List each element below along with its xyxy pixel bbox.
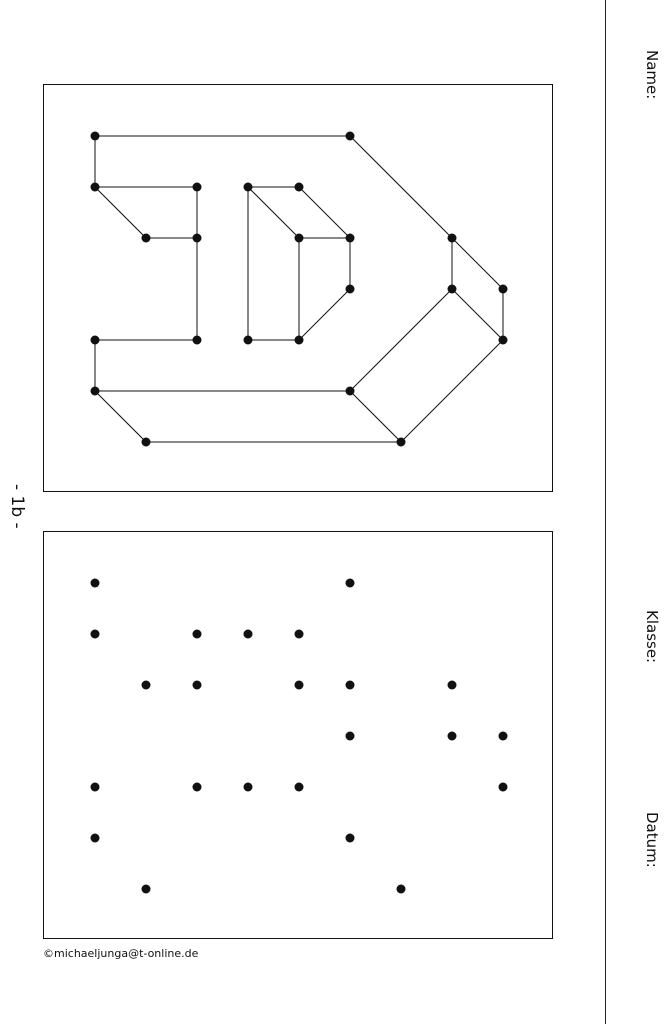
grid-dot xyxy=(90,335,100,345)
grid-dot xyxy=(345,131,355,141)
figure-line xyxy=(94,390,147,443)
grid-dot xyxy=(345,386,355,396)
figure-line xyxy=(400,339,504,443)
figure-line xyxy=(94,186,147,239)
grid-dot xyxy=(243,335,253,345)
class-label: Klasse: xyxy=(643,610,661,664)
grid-dot[interactable] xyxy=(141,680,151,690)
grid-dot xyxy=(192,182,202,192)
grid-dot[interactable] xyxy=(447,680,457,690)
date-label: Datum: xyxy=(643,812,661,868)
grid-dot xyxy=(90,386,100,396)
grid-dot xyxy=(396,437,406,447)
figure-line xyxy=(349,135,453,239)
grid-dot[interactable] xyxy=(243,782,253,792)
grid-dot xyxy=(345,284,355,294)
grid-dot xyxy=(294,182,304,192)
grid-dot[interactable] xyxy=(294,629,304,639)
grid-dot[interactable] xyxy=(345,833,355,843)
grid-dot xyxy=(294,233,304,243)
grid-dot[interactable] xyxy=(294,680,304,690)
grid-dot[interactable] xyxy=(345,578,355,588)
copyright: ©michaeljunga@t-online.de xyxy=(43,947,199,960)
example-figure xyxy=(90,131,508,447)
grid-dot xyxy=(498,335,508,345)
grid-dot xyxy=(192,335,202,345)
figure-line xyxy=(349,390,402,443)
grid-dot xyxy=(192,233,202,243)
grid-dot[interactable] xyxy=(141,884,151,894)
grid-dot[interactable] xyxy=(90,578,100,588)
grid-dot xyxy=(294,335,304,345)
grid-dot xyxy=(90,182,100,192)
header-divider xyxy=(605,0,607,1024)
grid-dot xyxy=(141,437,151,447)
figure-line xyxy=(349,288,453,392)
drawing-frame xyxy=(43,531,553,939)
grid-dot xyxy=(90,131,100,141)
grid-dot xyxy=(498,284,508,294)
example-figure-frame xyxy=(43,84,553,492)
grid-dot xyxy=(447,284,457,294)
grid-dot xyxy=(141,233,151,243)
grid-dot[interactable] xyxy=(90,629,100,639)
grid-dot[interactable] xyxy=(192,629,202,639)
figure-line xyxy=(247,186,300,239)
grid-dot[interactable] xyxy=(345,731,355,741)
grid-dot[interactable] xyxy=(498,731,508,741)
grid-dot[interactable] xyxy=(345,680,355,690)
grid-dot[interactable] xyxy=(294,782,304,792)
grid-dot[interactable] xyxy=(243,629,253,639)
dot-grid[interactable] xyxy=(44,532,554,940)
grid-dot xyxy=(345,233,355,243)
grid-dot[interactable] xyxy=(192,680,202,690)
grid-dot[interactable] xyxy=(90,782,100,792)
figure-line xyxy=(298,288,351,341)
grid-dot[interactable] xyxy=(90,833,100,843)
grid-dot[interactable] xyxy=(192,782,202,792)
figure-line xyxy=(298,186,351,239)
grid-dot[interactable] xyxy=(447,731,457,741)
grid-dot xyxy=(243,182,253,192)
grid-dot[interactable] xyxy=(498,782,508,792)
figure-line xyxy=(451,288,504,341)
name-label: Name: xyxy=(643,50,661,100)
grid-dot[interactable] xyxy=(396,884,406,894)
page-number: - 1b - xyxy=(7,484,27,529)
grid-dot xyxy=(447,233,457,243)
figure-line xyxy=(451,237,504,290)
